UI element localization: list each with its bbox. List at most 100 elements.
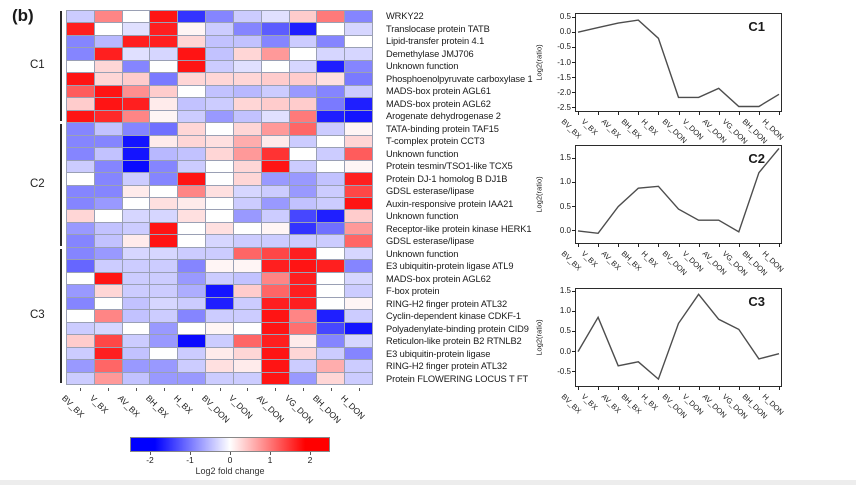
heatmap-cell [94, 297, 122, 310]
heatmap-cell [150, 110, 178, 123]
x-tick-mark [698, 111, 700, 115]
heatmap-cell [233, 123, 261, 135]
heatmap-row-label: Polyadenylate-binding protein CID9 [386, 323, 529, 334]
heatmap-cell [94, 185, 122, 197]
heatmap-cell [206, 160, 233, 173]
y-tick-label: 0.0 [559, 225, 571, 235]
heatmap-cell [94, 173, 122, 185]
x-tick-mark [658, 386, 660, 390]
heatmap-row-label: MADS-box protein AGL61 [386, 86, 491, 97]
heatmap-x-label: VG_DON [283, 393, 316, 426]
heatmap-cell [345, 135, 372, 148]
heatmap-cell [94, 360, 122, 372]
heatmap-cell [178, 197, 206, 210]
heatmap-x-tick [219, 388, 221, 391]
heatmap-cell [289, 35, 317, 48]
heatmap-cell [67, 297, 94, 310]
heatmap-cell [67, 123, 94, 135]
heatmap-cell [345, 197, 372, 210]
y-tick-label: 1.0 [559, 177, 571, 187]
heatmap-cell [206, 135, 233, 148]
x-tick-mark [758, 111, 760, 115]
heatmap-cell [317, 222, 345, 235]
heatmap-cell [178, 35, 206, 48]
heatmap-row-label: Receptor-like protein kinase HERK1 [386, 223, 532, 234]
heatmap-cell [122, 235, 150, 247]
heatmap-cell [94, 347, 122, 360]
heatmap-x-label: BV_BX [59, 393, 87, 420]
heatmap-cell [261, 173, 289, 185]
heatmap-x-label: H_BX [171, 393, 195, 416]
heatmap-cell [178, 222, 206, 235]
heatmap-cell [150, 148, 178, 160]
x-tick-mark [758, 386, 760, 390]
heatmap-cell [206, 247, 233, 260]
colorbar-tick-mark [150, 452, 151, 455]
heatmap-cell [150, 60, 178, 73]
heatmap-cell [317, 297, 345, 310]
heatmap-cell [233, 272, 261, 285]
heatmap-cell [345, 60, 372, 73]
heatmap-cell [122, 123, 150, 135]
y-tick-label: 0.5 [559, 326, 571, 336]
heatmap-cell [261, 197, 289, 210]
heatmap-cell [233, 285, 261, 297]
heatmap-cell [289, 260, 317, 272]
heatmap-cell [122, 310, 150, 322]
heatmap-cell [289, 60, 317, 73]
heatmap-cell [345, 123, 372, 135]
heatmap-cell [206, 322, 233, 335]
heatmap-cell [317, 335, 345, 347]
heatmap-cell [178, 173, 206, 185]
heatmap-cell [67, 335, 94, 347]
heatmap-cell [289, 335, 317, 347]
heatmap-row-label: Demethylase JMJ706 [386, 48, 474, 59]
heatmap-cell [206, 35, 233, 48]
heatmap-cell [261, 148, 289, 160]
heatmap-cell [94, 110, 122, 123]
y-tick-mark [572, 351, 576, 353]
heatmap-cell [206, 48, 233, 60]
heatmap-cell [122, 60, 150, 73]
x-tick-mark [638, 111, 640, 115]
heatmap-cell [206, 310, 233, 322]
heatmap-cell [122, 35, 150, 48]
heatmap-cell [94, 160, 122, 173]
panel-title: C3 [748, 294, 765, 309]
heatmap-cell [94, 210, 122, 222]
heatmap-cell [317, 73, 345, 85]
heatmap-cell [67, 197, 94, 210]
x-tick-mark [779, 111, 780, 115]
heatmap-cell [289, 160, 317, 173]
x-tick-mark [658, 243, 660, 247]
heatmap-cell [178, 272, 206, 285]
heatmap-cell [317, 135, 345, 148]
heatmap-cell [67, 173, 94, 185]
line-series-c3 [577, 293, 780, 381]
heatmap-row-label: Phosphoenolpyruvate carboxylase 1 [386, 73, 533, 84]
heatmap-cell [94, 135, 122, 148]
heatmap-cell [67, 247, 94, 260]
heatmap-cell [150, 85, 178, 98]
heatmap-cell [122, 197, 150, 210]
heatmap-cell [233, 372, 261, 384]
heatmap-cell [317, 185, 345, 197]
heatmap-x-tick [135, 388, 137, 391]
x-tick-mark [618, 386, 620, 390]
y-tick-mark [572, 31, 576, 33]
y-tick-label: 0.5 [559, 201, 571, 211]
heatmap-cell [261, 98, 289, 110]
x-tick-mark [678, 386, 680, 390]
x-tick-mark [638, 243, 640, 247]
heatmap-cell [122, 73, 150, 85]
heatmap-cell [289, 173, 317, 185]
heatmap-cell [150, 335, 178, 347]
heatmap-cell [94, 222, 122, 235]
heatmap-cell [317, 247, 345, 260]
heatmap-cell [178, 48, 206, 60]
heatmap-cell [122, 160, 150, 173]
heatmap-cell [345, 310, 372, 322]
heatmap-x-label: AV_BX [115, 393, 142, 420]
heatmap-cell [67, 210, 94, 222]
